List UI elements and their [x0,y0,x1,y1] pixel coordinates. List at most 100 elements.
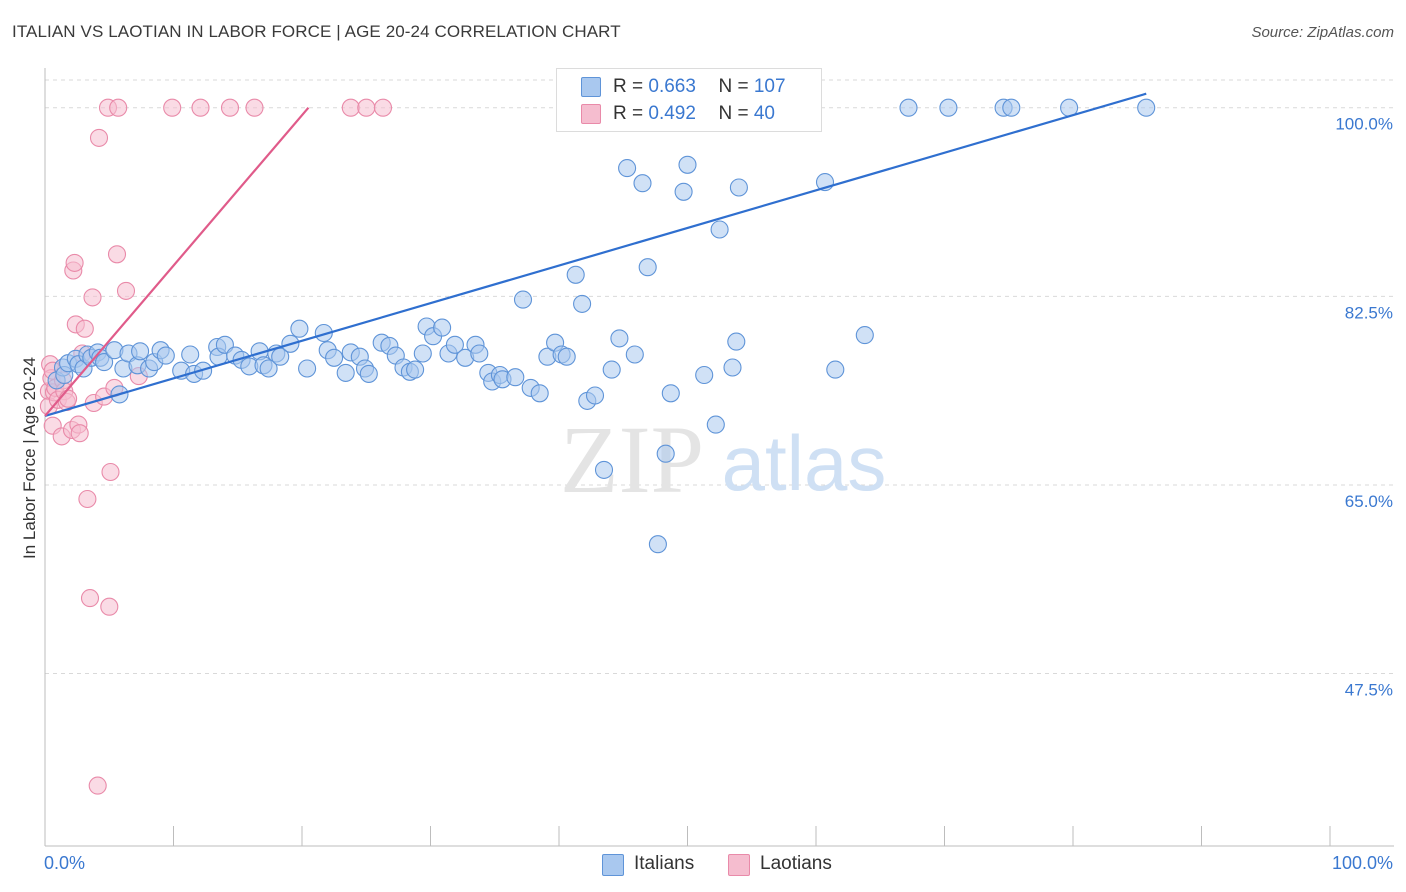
italians-swatch [581,77,601,97]
legend-italians-n-value: 107 [753,76,786,97]
italian-point-90 [678,155,697,174]
italian-point-94 [723,358,742,377]
watermark-atlas: atlas [722,419,887,507]
legend-italians-r-value: 0.663 [648,76,696,97]
laotian-point-39 [220,98,240,117]
laotian-point-26 [88,776,107,795]
italian-point-70 [530,384,549,403]
laotians-points [39,98,393,795]
laotian-point-22 [78,489,97,509]
legend-laotians-swatch [728,854,750,876]
laotian-point-30 [100,597,119,616]
laotian-point-40 [245,98,264,117]
laotian-point-19 [70,424,89,443]
y-tick-labels: 47.5% 65.0% 82.5% 100.0% [1335,115,1393,700]
italian-point-11 [95,353,114,372]
x-tick-label-0: 0.0% [44,853,85,873]
italian-point-78 [585,386,605,405]
laotian-point-43 [373,98,393,117]
legend-laotians-text: R = 0.492 N = 40 [613,101,775,127]
laotian-point-24 [83,288,102,307]
axes [44,68,1394,847]
legend-italians-r-label: R = [613,76,649,97]
legend-italians-swatch [602,854,624,876]
italian-point-67 [506,368,525,387]
laotian-point-37 [163,98,182,117]
italian-point-53 [406,360,425,379]
laotian-point-16 [65,253,84,272]
series-legend: Italians Laotians [0,852,1406,876]
legend-laotians-n-label: N = [718,103,754,124]
italian-point-88 [661,384,680,403]
italian-point-93 [710,220,729,239]
italians-trend-line [44,92,1147,418]
italian-point-86 [648,535,667,554]
italian-point-23 [181,345,200,364]
laotians-swatch [581,104,601,124]
italian-point-83 [625,345,644,364]
y-tick-label-2: 82.5% [1345,303,1393,322]
italians-points [47,98,1156,554]
y-tick-label-3: 100.0% [1335,115,1393,134]
y-tick-label-1: 65.0% [1345,492,1393,511]
laotian-point-23 [80,589,100,608]
laotians-trend-line [44,107,310,417]
italian-point-54 [413,344,432,363]
italian-point-91 [695,365,714,385]
y-tick-label-0: 47.5% [1345,681,1393,700]
x-tick-labels: 0.0% 100.0% [44,853,1393,873]
laotian-point-21 [75,319,94,338]
italian-point-21 [156,346,175,365]
italian-point-84 [633,174,652,193]
italian-point-42 [325,348,344,367]
italian-point-81 [610,329,629,348]
italian-point-87 [656,444,675,463]
source-label: Source: ZipAtlas.com [1251,24,1394,41]
legend-laotians-name: Laotians [760,853,832,874]
laotian-point-35 [116,281,136,300]
italian-point-75 [566,265,585,284]
legend-laotians-n-value: 40 [753,103,775,124]
legend-italians-name: Italians [634,853,695,874]
italian-point-17 [131,342,150,361]
watermark: ZIP atlas [560,406,886,513]
italian-point-106 [939,98,958,117]
laotian-point-42 [357,98,376,117]
italian-point-108 [1002,98,1021,117]
laotian-point-38 [191,98,210,117]
laotian-point-41 [341,98,360,117]
italian-point-80 [602,360,621,379]
laotian-point-13 [59,389,78,408]
laotian-point-33 [107,245,127,264]
laotian-point-27 [89,128,109,147]
italian-point-110 [1137,98,1156,117]
italian-point-92 [706,415,725,434]
legend-laotians-r-value: 0.492 [648,103,696,124]
italian-point-74 [557,347,576,366]
watermark-zip: ZIP [560,406,704,513]
italian-point-68 [513,290,533,309]
legend-italians-n-label: N = [718,76,754,97]
correlation-legend: R = 0.663 N = 107 R = 0.492 N = 40 [556,68,822,132]
italian-point-89 [674,182,693,201]
legend-italians-text: R = 0.663 N = 107 [613,74,786,100]
laotian-point-31 [101,462,120,482]
y-axis-label: In Labor Force | Age 20-24 [20,357,39,559]
laotian-point-34 [109,98,128,117]
italian-point-47 [359,364,378,383]
italian-point-57 [433,318,452,337]
italian-point-95 [727,332,746,351]
italian-point-105 [899,98,918,117]
italian-point-62 [470,344,489,363]
grid-lines [45,79,1394,675]
italian-point-39 [298,359,317,378]
chart-title: ITALIAN VS LAOTIAN IN LABOR FORCE | AGE … [12,22,621,41]
trend-lines [44,92,1147,418]
italian-point-82 [618,159,637,178]
italian-point-76 [573,294,592,313]
italian-point-34 [259,359,278,378]
italian-point-96 [729,178,748,197]
italian-point-59 [445,335,464,354]
italian-point-43 [336,363,355,382]
